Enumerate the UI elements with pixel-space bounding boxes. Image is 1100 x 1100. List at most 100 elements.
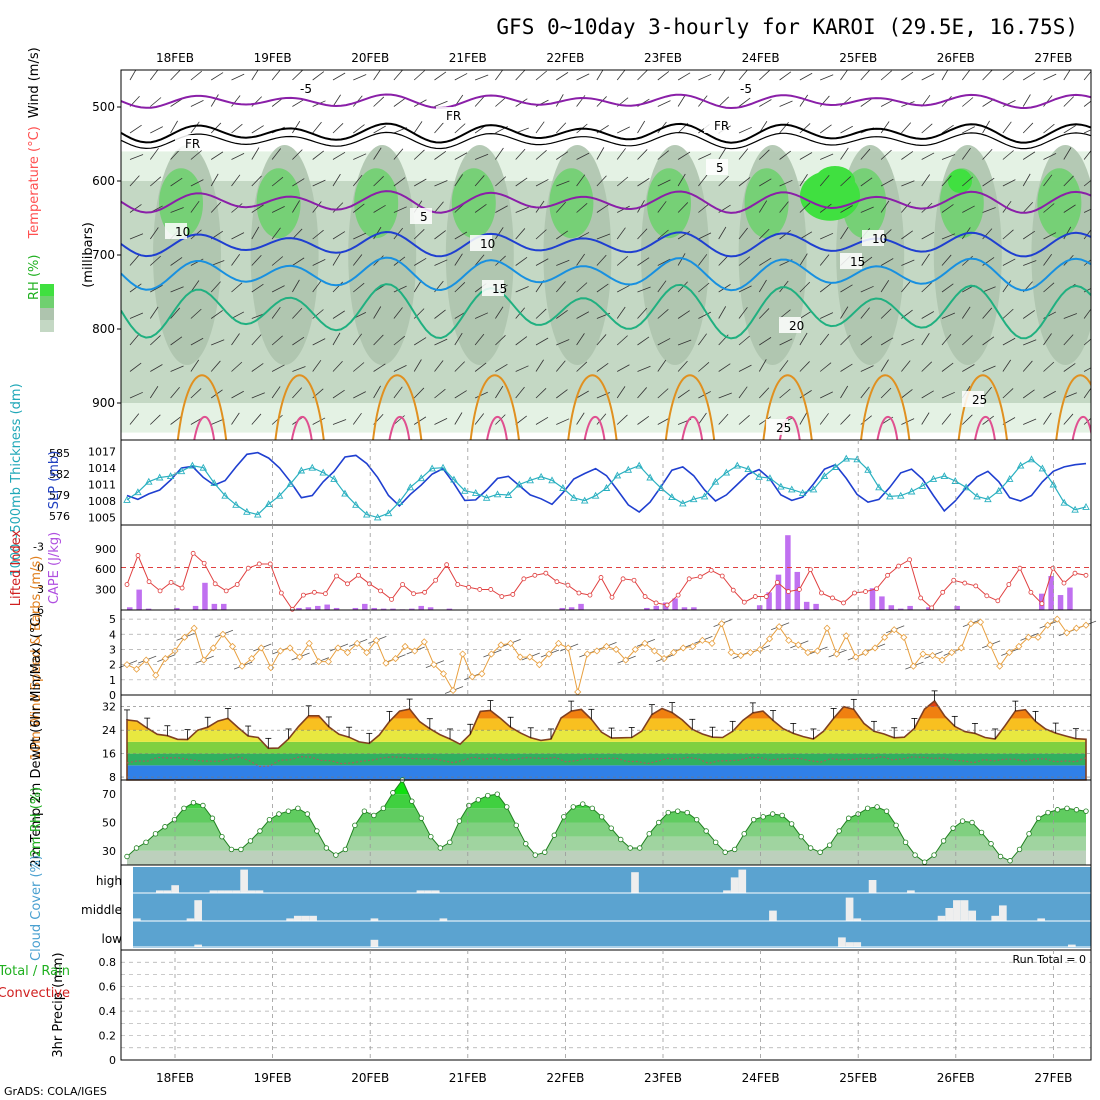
li-point xyxy=(400,582,405,587)
wind-speed-point xyxy=(142,656,150,664)
wind-speed-point xyxy=(391,655,400,663)
upper-wind-barb xyxy=(718,363,731,372)
upper-wind-barb xyxy=(982,148,993,160)
upper-wind-barb xyxy=(1063,413,1074,425)
upper-wind-barb xyxy=(759,337,772,346)
upper-wind-barb xyxy=(962,176,974,187)
upper-wind-barb xyxy=(292,307,303,319)
upper-wind-barb xyxy=(373,147,382,160)
wind-speed-point xyxy=(948,648,956,657)
upper-wind-barb xyxy=(393,177,406,187)
upper-wind-barb xyxy=(921,73,935,81)
upper-wind-barb xyxy=(819,333,830,346)
upper-wind-barb xyxy=(901,389,913,399)
upper-wind-barb xyxy=(474,74,489,81)
upper-wind-barb xyxy=(352,174,363,187)
upper-wind-barb xyxy=(535,337,549,346)
upper-wind-barb xyxy=(353,282,365,293)
upper-wind-barb xyxy=(576,174,586,187)
upper-wind-barb xyxy=(941,312,956,319)
rh-point xyxy=(456,818,463,824)
upper-wind-barb xyxy=(718,226,727,240)
upper-wind-barb xyxy=(515,365,529,372)
cloud-bar xyxy=(845,942,854,947)
cape-bar xyxy=(446,608,453,610)
li-point xyxy=(885,572,890,578)
upper-wind-barb xyxy=(535,258,549,266)
rh-point xyxy=(314,828,320,834)
upper-wind-barb xyxy=(718,392,732,399)
upper-wind-barb xyxy=(312,201,322,213)
upper-wind-barb xyxy=(495,363,508,372)
upper-wind-barb xyxy=(129,312,144,319)
cloud-bar xyxy=(968,910,977,921)
upper-wind-barb xyxy=(576,203,588,213)
thickness-point xyxy=(755,472,763,480)
li-point xyxy=(863,589,868,594)
contour-label-bg xyxy=(410,208,432,224)
rh-point xyxy=(200,802,206,809)
upper-wind-barb xyxy=(779,100,793,107)
upper-wind-barb xyxy=(454,174,463,187)
slp-line xyxy=(126,451,1087,514)
rh-legend-swatch xyxy=(40,284,54,296)
cape-bar xyxy=(427,607,434,610)
li-point xyxy=(510,592,516,597)
wind-speed-point xyxy=(938,656,946,664)
ylabel-temp: Temperature (°C) xyxy=(27,126,42,239)
upper-wind-barb xyxy=(1023,339,1037,346)
upper-wind-barb xyxy=(616,256,629,266)
upper-wind-barb xyxy=(576,73,590,81)
wind-speed-point xyxy=(257,644,265,652)
upper-wind-barb xyxy=(211,418,225,425)
upper-wind-barb xyxy=(880,178,894,187)
temp-bands xyxy=(127,700,1086,780)
rh-point xyxy=(124,853,130,860)
rh-point xyxy=(1064,805,1070,812)
upper-wind-barb xyxy=(495,255,506,266)
precip-ylabel: 3hr Precip (mm) xyxy=(51,952,66,1057)
wind-speed-point xyxy=(286,644,294,652)
upper-wind-barb xyxy=(880,387,892,399)
upper-wind-barb xyxy=(860,365,874,372)
rh-point xyxy=(437,845,444,851)
thickness-point xyxy=(515,480,524,488)
upper-wind-barb xyxy=(860,148,871,160)
rh-point xyxy=(760,814,766,820)
upper-wind-barb xyxy=(210,201,222,213)
thickness-point xyxy=(384,509,393,517)
contour-30 xyxy=(583,415,606,440)
thickness-point xyxy=(624,465,633,473)
upper-wind-barb xyxy=(758,279,767,293)
upper-wind-barb xyxy=(1043,282,1055,293)
li-point xyxy=(741,599,747,605)
upper-wind-barb xyxy=(982,70,993,81)
date-label-top: 26FEB xyxy=(937,51,975,65)
thickness-point xyxy=(526,476,534,484)
thickness-point xyxy=(406,483,415,491)
upper-wind-barb xyxy=(190,337,204,346)
upper-wind-barb xyxy=(1063,175,1074,187)
thickness-point xyxy=(439,463,447,471)
contour-25 xyxy=(176,374,228,440)
upper-wind-barb xyxy=(799,310,812,319)
upper-wind-barb xyxy=(961,147,971,160)
cape-bar xyxy=(869,588,876,610)
li-point xyxy=(499,594,505,599)
upper-wind-barb xyxy=(1002,100,1016,107)
upper-wind-barb xyxy=(982,387,992,399)
cloud-level-label: high xyxy=(96,874,122,888)
upper-wind-barb xyxy=(129,254,140,266)
upper-wind-barb xyxy=(393,335,406,346)
thickness-line xyxy=(126,457,1087,519)
precip-total-label: Total / Rain xyxy=(0,964,70,979)
upper-wind-barb xyxy=(495,176,507,187)
wind-speed-point xyxy=(957,644,965,652)
upper-wind-barb xyxy=(799,231,813,240)
cape-bar xyxy=(305,607,312,610)
upper-wind-barb xyxy=(759,308,770,319)
upper-wind-barb xyxy=(819,254,830,266)
rh-point xyxy=(238,846,244,853)
contour-15 xyxy=(121,256,1091,292)
